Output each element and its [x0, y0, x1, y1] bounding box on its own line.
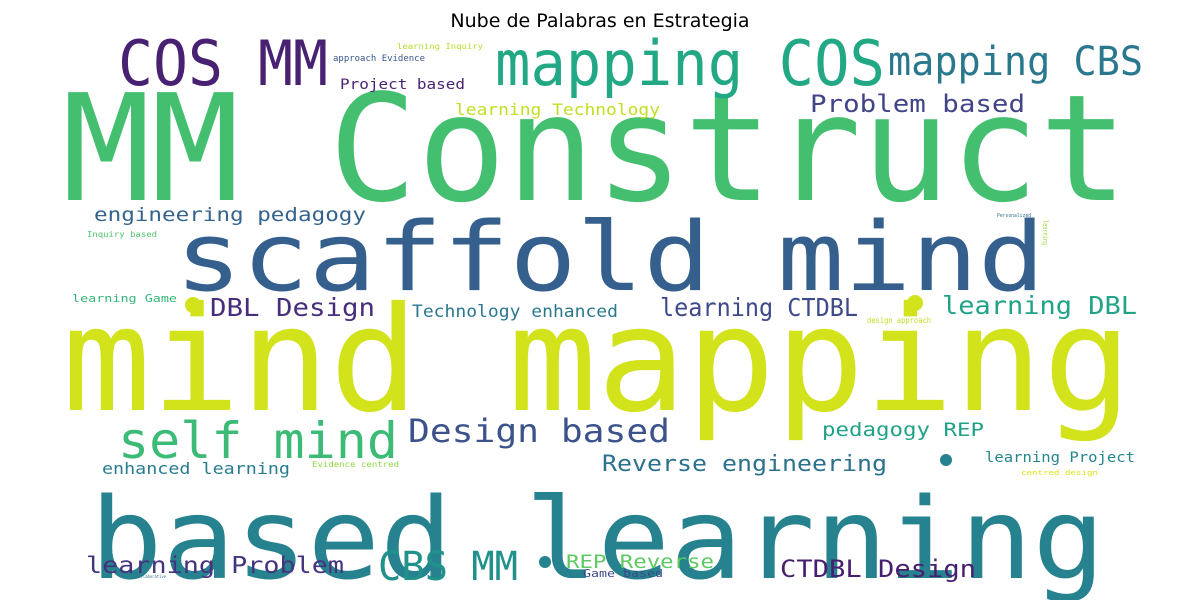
word-mm-construct: MM Construct: [62, 63, 1128, 235]
word-technology-enhanced: Technology enhanced: [412, 302, 618, 322]
word-collaborative: Collaborative: [136, 574, 167, 579]
word-design-approach: design approach: [867, 316, 931, 325]
word-learning-ctdbl: learning CTDBL: [660, 293, 858, 322]
word-dot: [185, 297, 201, 313]
word-learning: learning: [1041, 220, 1049, 245]
word-learning-game: learning Game: [72, 292, 177, 305]
word-mapping-cos: mapping COS: [495, 27, 885, 100]
word-learning-dbl: learning DBL: [942, 291, 1137, 320]
word-dbl-design: DBL Design: [210, 293, 375, 322]
word-dot: [907, 295, 923, 311]
word-inquiry-based: Inquiry based: [87, 230, 157, 239]
word-approach-evidence: approach Evidence: [333, 54, 425, 64]
word-learning-inquiry: learning Inquiry: [397, 42, 483, 51]
word-reverse-engineering: Reverse engineering: [602, 452, 887, 477]
word-cos-mm: COS MM: [118, 27, 328, 100]
word-engineering-pedagogy: engineering pedagogy: [94, 204, 366, 226]
word-problem-based: Problem based: [810, 90, 1025, 118]
word-rep-reverse: REP Reverse: [566, 551, 714, 573]
word-design-based: Design based: [408, 412, 670, 450]
word-learning-problem: learning Problem: [86, 553, 344, 579]
word-personalized: Personalized: [997, 213, 1031, 219]
word-learning-technology: learning Technology: [455, 100, 660, 119]
word-self-mind: self mind: [118, 412, 398, 470]
word-mind-mapping: mind mapping: [62, 276, 1132, 445]
word-based-learning: based learning: [90, 475, 1105, 600]
word-pedagogy-rep: pedagogy REP: [822, 419, 984, 441]
word-dot: [940, 454, 952, 466]
chart-title: Nube de Palabras en Estrategia: [450, 10, 750, 32]
word-mapping-cbs: mapping CBS: [888, 39, 1143, 85]
word-evidence-centred: Evidence centred: [312, 460, 399, 469]
word-cbs-mm: CBS MM: [378, 544, 518, 590]
word-scaffold-mind: scaffold mind: [175, 203, 1045, 313]
word-learning-project: learning Project: [985, 450, 1135, 466]
word-ctdbl-design: CTDBL Design: [780, 555, 976, 583]
word-project-based: Project based: [340, 77, 465, 93]
word-dot: [539, 556, 551, 568]
word-enhanced-learning: enhanced learning: [102, 459, 290, 478]
word-centred-design: centred design: [1021, 469, 1098, 477]
word-game-based: Game based: [583, 567, 663, 580]
